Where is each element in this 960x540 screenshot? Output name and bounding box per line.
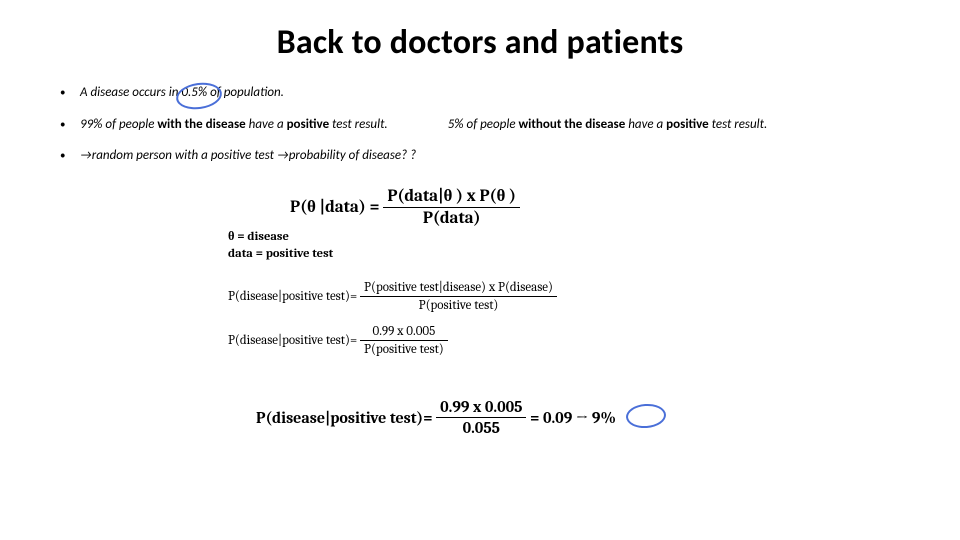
bullet-2-text: 99% of people with the disease have a po… <box>80 116 900 134</box>
b2b-post: test result. <box>709 117 768 132</box>
final-fraction: 0.99 x 0.005 0.055 <box>436 398 526 437</box>
b2a-pre: 99% of people <box>80 117 157 132</box>
line1-den: P(positive test) <box>360 297 557 313</box>
bullet-dot-icon: • <box>60 147 80 164</box>
def-theta: θ = disease <box>228 229 333 246</box>
final-lhs: P(disease|positive test)= <box>256 409 433 427</box>
line2-den: P(positive test) <box>360 341 448 357</box>
expanded-formula-2: P(disease|positive test)= 0.99 x 0.005 P… <box>228 324 448 357</box>
bayes-num: P(data|θ ) x P(θ ) <box>383 186 520 208</box>
final-den: 0.055 <box>436 418 526 437</box>
b2a-bold2: positive <box>287 117 330 132</box>
final-formula: P(disease|positive test)= 0.99 x 0.005 0… <box>256 398 616 437</box>
b2a-bold: with the disease <box>157 117 245 132</box>
b2b-pre: 5% of people <box>448 117 519 132</box>
line2-fraction: 0.99 x 0.005 P(positive test) <box>360 324 448 357</box>
line2-lhs: P(disease|positive test)= <box>228 333 357 348</box>
line1-lhs: P(disease|positive test)= <box>228 289 357 304</box>
final-answer: 9% <box>592 409 616 427</box>
slide: Back to doctors and patients • A disease… <box>0 0 960 540</box>
b2b-bold: without the disease <box>519 117 626 132</box>
theta-definitions: θ = disease data = positive test <box>228 229 333 263</box>
b2b: 5% of people without the disease have a … <box>448 116 768 134</box>
bullet-dot-icon: • <box>60 84 80 101</box>
final-eq: = 0.09 → <box>530 409 588 427</box>
b1-pre: A disease occurs in <box>80 85 181 100</box>
b2a-mid: have a <box>246 117 287 132</box>
b2a: 99% of people with the disease have a po… <box>80 116 388 134</box>
b2b-mid: have a <box>625 117 666 132</box>
line1-fraction: P(positive test|disease) x P(disease) P(… <box>360 280 557 313</box>
def-data: data = positive test <box>228 246 333 263</box>
bayes-formula: P(θ |data) = P(data|θ ) x P(θ ) P(data) <box>290 186 520 228</box>
bullet-dot-icon: • <box>60 116 80 133</box>
bullet-2: • 99% of people with the disease have a … <box>60 116 900 134</box>
annotation-circle-result <box>625 403 667 430</box>
line1-num: P(positive test|disease) x P(disease) <box>360 280 557 297</box>
line2-num: 0.99 x 0.005 <box>360 324 448 341</box>
bullet-3-text: →random person with a positive test →pro… <box>80 147 900 165</box>
bayes-lhs: P(θ |data) = <box>290 197 380 217</box>
bullet-3: • →random person with a positive test →p… <box>60 147 900 165</box>
bayes-fraction: P(data|θ ) x P(θ ) P(data) <box>383 186 520 228</box>
bayes-den: P(data) <box>383 208 520 228</box>
slide-title: Back to doctors and patients <box>0 22 960 63</box>
b2b-bold2: positive <box>666 117 709 132</box>
expanded-formula-1: P(disease|positive test)= P(positive tes… <box>228 280 557 313</box>
b2a-post: test result. <box>329 117 388 132</box>
final-num: 0.99 x 0.005 <box>436 398 526 418</box>
